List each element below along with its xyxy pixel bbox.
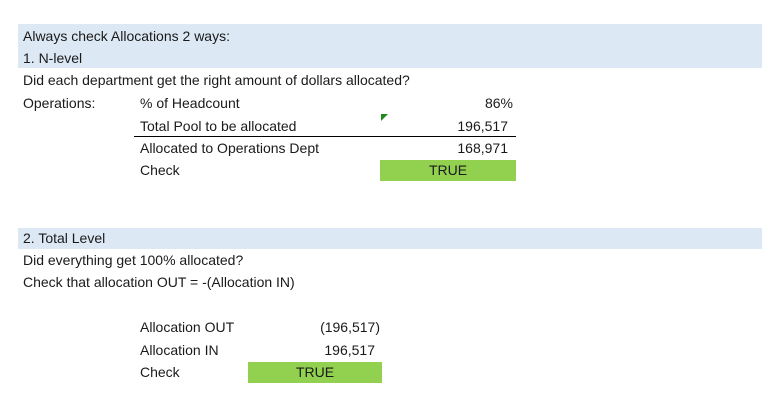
section2-heading: 2. Total Level [23, 230, 106, 246]
total-pool-label: Total Pool to be allocated [140, 118, 297, 134]
section2-question: Did everything get 100% allocated? [23, 252, 244, 268]
allocation-in-label: Allocation IN [140, 342, 219, 358]
check1-value: TRUE [428, 162, 468, 178]
check1-cell [380, 160, 516, 181]
allocation-in-value: 196,517 [324, 342, 375, 358]
total-pool-rule [134, 136, 516, 137]
error-indicator-icon [381, 114, 388, 121]
dept-label: Operations: [23, 95, 96, 111]
section1-heading: 1. N-level [23, 50, 83, 66]
allocated-ops-label: Allocated to Operations Dept [140, 140, 319, 156]
section1-question: Did each department get the right amount… [23, 72, 410, 88]
headcount-value: 86% [484, 95, 513, 111]
allocated-ops-value: 168,971 [457, 140, 508, 156]
section2-header-band [18, 228, 762, 249]
allocation-out-label: Allocation OUT [140, 319, 235, 335]
allocation-out-value: (196,517) [320, 319, 380, 335]
check2-cell [248, 362, 382, 383]
check1-label: Check [140, 162, 180, 178]
section2-instruction: Check that allocation OUT = -(Allocation… [23, 274, 295, 290]
intro-text: Always check Allocations 2 ways: [23, 28, 230, 44]
total-pool-value: 196,517 [457, 118, 508, 134]
check2-label: Check [140, 364, 180, 380]
check2-value: TRUE [295, 364, 335, 380]
headcount-label: % of Headcount [140, 95, 240, 111]
section1-header-band [18, 24, 762, 68]
